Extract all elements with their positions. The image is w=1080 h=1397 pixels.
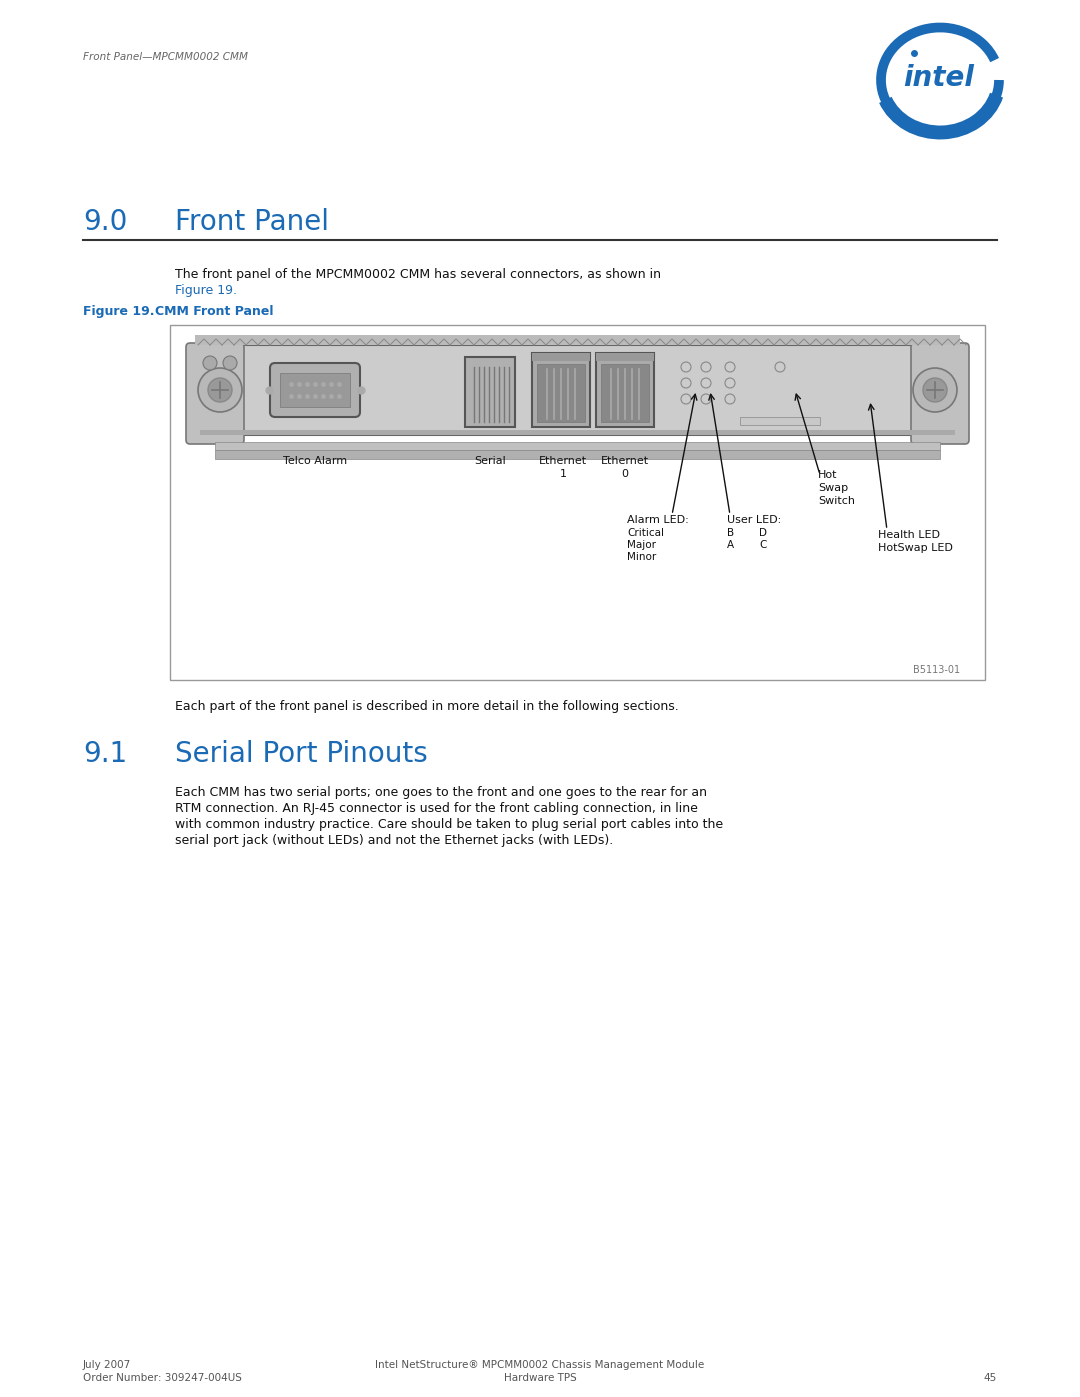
Text: Front Panel: Front Panel: [175, 208, 329, 236]
Text: CMM Front Panel: CMM Front Panel: [156, 305, 273, 319]
Circle shape: [701, 394, 711, 404]
Text: Hot: Hot: [818, 469, 837, 481]
Circle shape: [681, 379, 691, 388]
Bar: [215, 450, 940, 460]
Text: Minor: Minor: [627, 552, 657, 562]
Text: Intel NetStructure® MPCMM0002 Chassis Management Module: Intel NetStructure® MPCMM0002 Chassis Ma…: [376, 1361, 704, 1370]
Text: C: C: [759, 541, 767, 550]
Text: 1: 1: [559, 469, 567, 479]
Text: Order Number: 309247-004US: Order Number: 309247-004US: [83, 1373, 242, 1383]
Bar: [537, 365, 585, 422]
Bar: [195, 335, 960, 345]
Text: B: B: [727, 528, 734, 538]
Circle shape: [198, 367, 242, 412]
Text: Hardware TPS: Hardware TPS: [503, 1373, 577, 1383]
Circle shape: [923, 379, 947, 402]
Text: Major: Major: [627, 541, 656, 550]
Text: B5113-01: B5113-01: [913, 665, 960, 675]
Text: User LED:: User LED:: [727, 515, 781, 525]
Ellipse shape: [905, 50, 983, 117]
Text: Front Panel—MPCMM0002 CMM: Front Panel—MPCMM0002 CMM: [83, 52, 248, 61]
Bar: [596, 353, 654, 360]
Circle shape: [725, 379, 735, 388]
Circle shape: [775, 362, 785, 372]
Bar: [532, 353, 590, 360]
Bar: [600, 365, 649, 422]
Text: 45: 45: [984, 1373, 997, 1383]
Text: Figure 19.: Figure 19.: [83, 305, 154, 319]
Circle shape: [913, 367, 957, 412]
FancyBboxPatch shape: [186, 344, 244, 444]
Text: 9.0: 9.0: [83, 208, 127, 236]
Bar: [532, 353, 590, 427]
Text: HotSwap LED: HotSwap LED: [878, 543, 953, 553]
Circle shape: [681, 394, 691, 404]
Bar: [465, 358, 515, 427]
Text: Each part of the front panel is described in more detail in the following sectio: Each part of the front panel is describe…: [175, 700, 678, 712]
Text: A: A: [727, 541, 734, 550]
Text: Serial: Serial: [474, 455, 505, 467]
Text: Telco Alarm: Telco Alarm: [283, 455, 347, 467]
Circle shape: [222, 356, 237, 370]
Bar: [200, 430, 955, 434]
Text: Critical: Critical: [627, 528, 664, 538]
FancyBboxPatch shape: [270, 363, 360, 416]
Text: Ethernet: Ethernet: [539, 455, 588, 467]
Text: Each CMM has two serial ports; one goes to the front and one goes to the rear fo: Each CMM has two serial ports; one goes …: [175, 787, 707, 799]
Text: intel: intel: [904, 64, 974, 92]
Circle shape: [208, 379, 232, 402]
Circle shape: [701, 379, 711, 388]
Circle shape: [725, 394, 735, 404]
Text: with common industry practice. Care should be taken to plug serial port cables i: with common industry practice. Care shou…: [175, 819, 724, 831]
Circle shape: [701, 362, 711, 372]
Text: Serial Port Pinouts: Serial Port Pinouts: [175, 740, 428, 768]
Bar: [170, 326, 985, 680]
Text: The front panel of the MPCMM0002 CMM has several connectors, as shown in: The front panel of the MPCMM0002 CMM has…: [175, 268, 661, 281]
Text: 0: 0: [621, 469, 629, 479]
Text: D: D: [759, 528, 767, 538]
Text: RTM connection. An RJ-45 connector is used for the front cabling connection, in : RTM connection. An RJ-45 connector is us…: [175, 802, 698, 814]
Bar: [195, 345, 960, 434]
Bar: [740, 416, 820, 425]
Text: Figure 19.: Figure 19.: [175, 284, 237, 298]
Circle shape: [681, 362, 691, 372]
Bar: [596, 353, 654, 427]
Text: July 2007: July 2007: [83, 1361, 132, 1370]
Text: 9.1: 9.1: [83, 740, 127, 768]
Bar: [215, 441, 940, 450]
FancyBboxPatch shape: [912, 344, 969, 444]
Text: Swap: Swap: [818, 483, 848, 493]
Bar: [280, 373, 350, 407]
Text: serial port jack (without LEDs) and not the Ethernet jacks (with LEDs).: serial port jack (without LEDs) and not …: [175, 834, 613, 847]
Text: Switch: Switch: [818, 496, 855, 506]
Circle shape: [725, 362, 735, 372]
Text: Ethernet: Ethernet: [600, 455, 649, 467]
Text: Health LED: Health LED: [878, 529, 940, 541]
Circle shape: [203, 356, 217, 370]
Text: Alarm LED:: Alarm LED:: [627, 515, 689, 525]
